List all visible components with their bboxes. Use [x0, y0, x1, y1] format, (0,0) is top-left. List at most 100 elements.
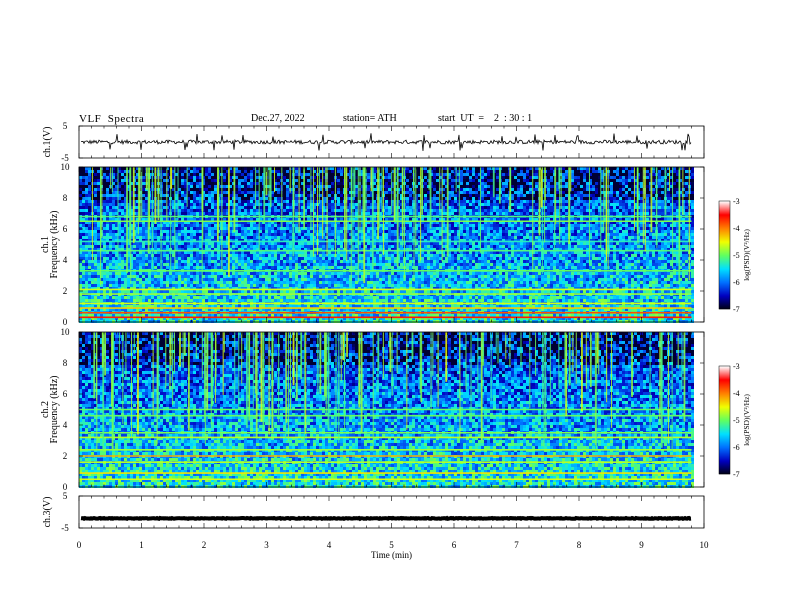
spectrogram-cell	[166, 185, 169, 188]
spectrogram-cell	[121, 209, 124, 212]
spectrogram-cell	[295, 257, 298, 260]
spectrogram-cell	[235, 248, 238, 251]
spectrogram-cell	[340, 224, 343, 227]
spectrogram-cell	[205, 281, 208, 284]
spectrogram-cell	[271, 254, 274, 257]
spectrogram-cell	[283, 197, 286, 200]
spectrogram-cell	[328, 206, 331, 209]
spectrogram-cell	[310, 281, 313, 284]
spectrogram-cell	[193, 317, 196, 320]
spectrogram-cell	[244, 254, 247, 257]
spectrogram-cell	[103, 254, 106, 257]
spectrogram-cell	[364, 299, 367, 302]
spectrogram-cell	[223, 281, 226, 284]
spectrogram-cell	[271, 167, 274, 170]
spectrogram-cell	[262, 299, 265, 302]
spectrogram-cell	[295, 314, 298, 317]
spectrogram-cell	[253, 314, 256, 317]
spectrogram-cell	[211, 176, 214, 179]
spectrogram-cell	[235, 257, 238, 260]
spectrogram-cell	[124, 272, 127, 275]
spectrogram-cell	[136, 194, 139, 197]
spectrogram-cell	[232, 248, 235, 251]
spectrogram-cell	[133, 296, 136, 299]
spectrogram-cell	[112, 197, 115, 200]
spectrogram-cell	[283, 206, 286, 209]
spectrogram-cell	[109, 203, 112, 206]
spectrogram-cell	[118, 200, 121, 203]
spectrogram-cell	[193, 233, 196, 236]
spectrogram-cell	[337, 266, 340, 269]
spectrogram-cell	[127, 209, 130, 212]
spectrogram-cell	[325, 266, 328, 269]
spectrogram-cell	[193, 188, 196, 191]
spectrogram-cell	[160, 272, 163, 275]
spectrogram-cell	[157, 254, 160, 257]
spectrogram-cell	[235, 281, 238, 284]
spectrogram-cell	[328, 320, 331, 323]
spectrogram-cell	[97, 209, 100, 212]
spectrogram-cell	[79, 221, 82, 224]
spectrogram-cell	[181, 218, 184, 221]
spectrogram-cell	[172, 179, 175, 182]
spectrogram-cell	[208, 170, 211, 173]
spectrogram-cell	[124, 182, 127, 185]
spectrogram-cell	[247, 230, 250, 233]
spectrogram-cell	[229, 308, 232, 311]
spectrogram-cell	[133, 260, 136, 263]
spectrogram-cell	[85, 167, 88, 170]
spectrogram-cell	[262, 245, 265, 248]
spectrogram-cell	[187, 173, 190, 176]
spectrogram-cell	[229, 233, 232, 236]
spectrogram-cell	[223, 185, 226, 188]
spectrogram-cell	[94, 230, 97, 233]
spectrogram-cell	[208, 212, 211, 215]
spectrogram-cell	[145, 212, 148, 215]
spectrogram-cell	[223, 230, 226, 233]
spectrogram-cell	[334, 281, 337, 284]
spectrogram-cell	[346, 272, 349, 275]
spectrogram-cell	[271, 191, 274, 194]
spectrogram-cell	[163, 320, 166, 323]
spectrogram-cell	[82, 194, 85, 197]
spectrogram-cell	[130, 251, 133, 254]
spectrogram-cell	[253, 230, 256, 233]
spectrogram-cell	[124, 221, 127, 224]
spectrogram-cell	[199, 266, 202, 269]
spectrogram-cell	[328, 263, 331, 266]
spectrogram-cell	[223, 308, 226, 311]
spectrogram-cell	[130, 314, 133, 317]
spectrogram-cell	[268, 242, 271, 245]
spectrogram-cell	[190, 203, 193, 206]
spectrogram-cell	[307, 236, 310, 239]
spectrogram-cell	[211, 281, 214, 284]
spectrogram-cell	[343, 314, 346, 317]
spectrogram-cell	[310, 278, 313, 281]
spectrogram-cell	[253, 227, 256, 230]
spectrogram-cell	[145, 296, 148, 299]
spectrogram-cell	[178, 221, 181, 224]
spectrogram-cell	[316, 281, 319, 284]
spectrogram-cell	[196, 308, 199, 311]
spectrogram-cell	[190, 248, 193, 251]
spectrogram-cell	[112, 176, 115, 179]
spectrogram-cell	[184, 191, 187, 194]
spectrogram-cell	[79, 251, 82, 254]
spectrogram-cell	[256, 182, 259, 185]
spectrogram-cell	[184, 167, 187, 170]
spectrogram-cell	[241, 236, 244, 239]
spectrogram-cell	[208, 200, 211, 203]
spectrogram-cell	[277, 218, 280, 221]
spectrogram-cell	[286, 188, 289, 191]
spectrogram-cell	[118, 182, 121, 185]
spectrogram-cell	[94, 251, 97, 254]
spectrogram-cell	[283, 200, 286, 203]
spectrogram-cell	[109, 230, 112, 233]
spectrogram-cell	[247, 284, 250, 287]
spectrogram-cell	[214, 221, 217, 224]
spectrogram-cell	[142, 230, 145, 233]
spectrogram-cell	[163, 290, 166, 293]
spectrogram-cell	[178, 167, 181, 170]
spectrogram-cell	[202, 320, 205, 323]
spectrogram-cell	[199, 182, 202, 185]
